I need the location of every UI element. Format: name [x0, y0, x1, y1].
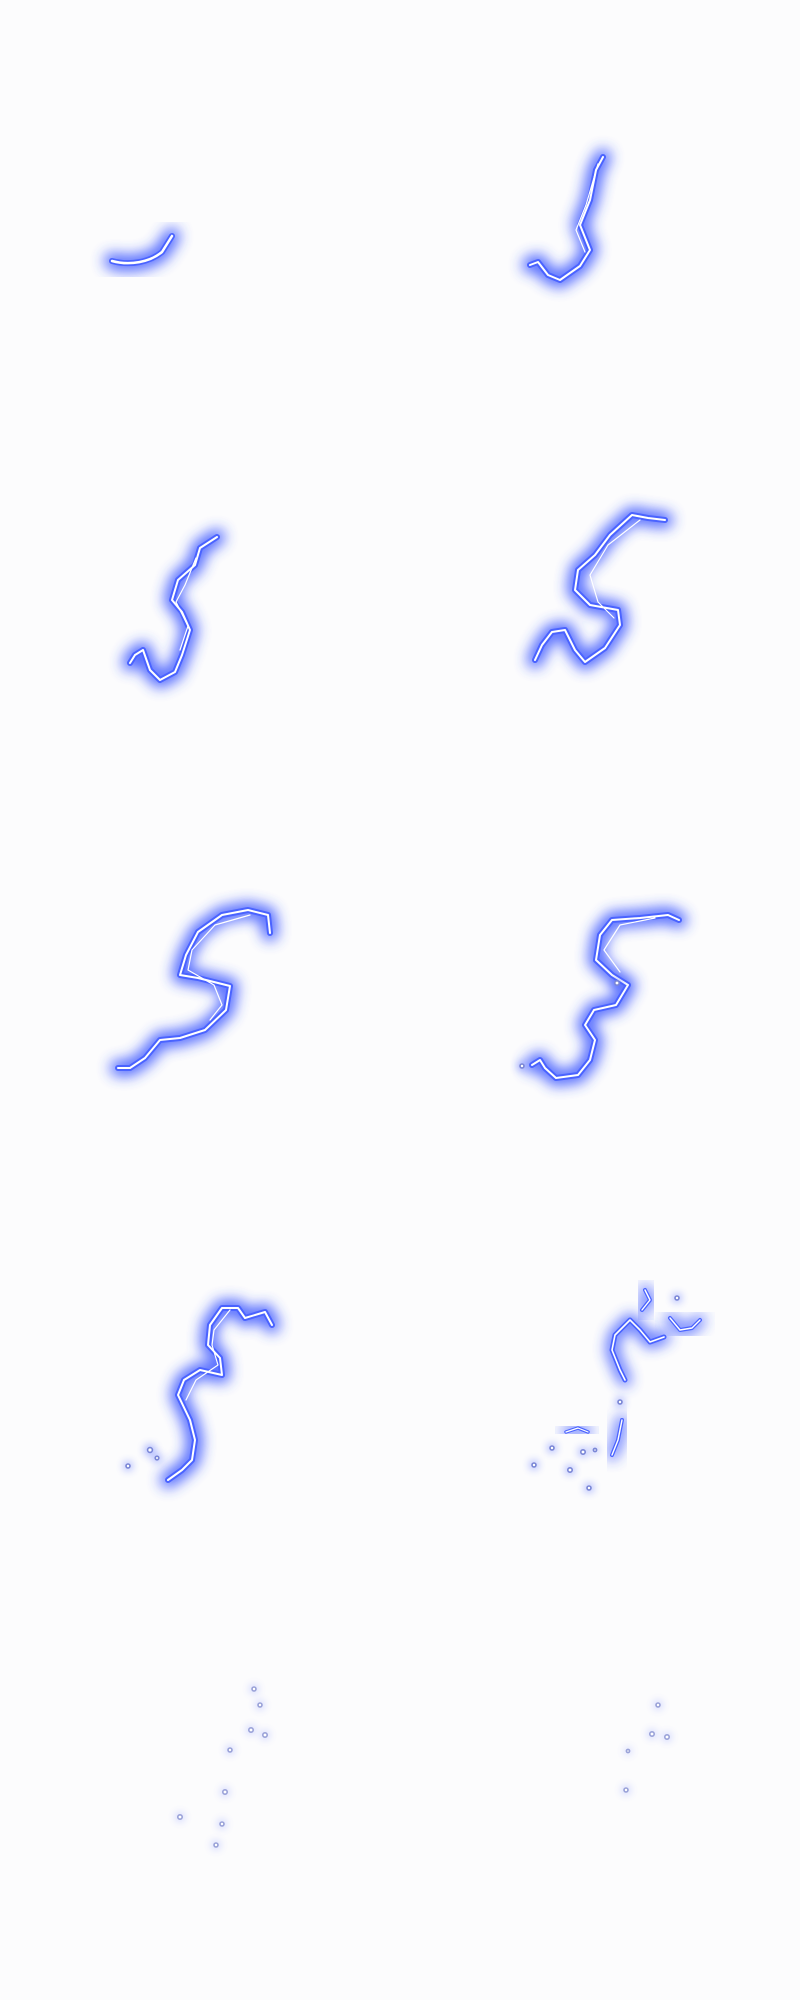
- lightning-frame-3: [122, 529, 225, 688]
- lightning-frame-2: [522, 149, 611, 288]
- lightning-frame-1: [104, 228, 180, 272]
- lightning-frame-9: [175, 1684, 270, 1850]
- lightning-frame-5: [110, 902, 278, 1076]
- lightning-frame-10: [621, 1700, 672, 1795]
- lightning-frame-6: [517, 907, 687, 1086]
- lightning-frame-8: [529, 1285, 705, 1493]
- lightning-frame-4: [527, 507, 673, 670]
- lightning-frame-7: [123, 1300, 280, 1488]
